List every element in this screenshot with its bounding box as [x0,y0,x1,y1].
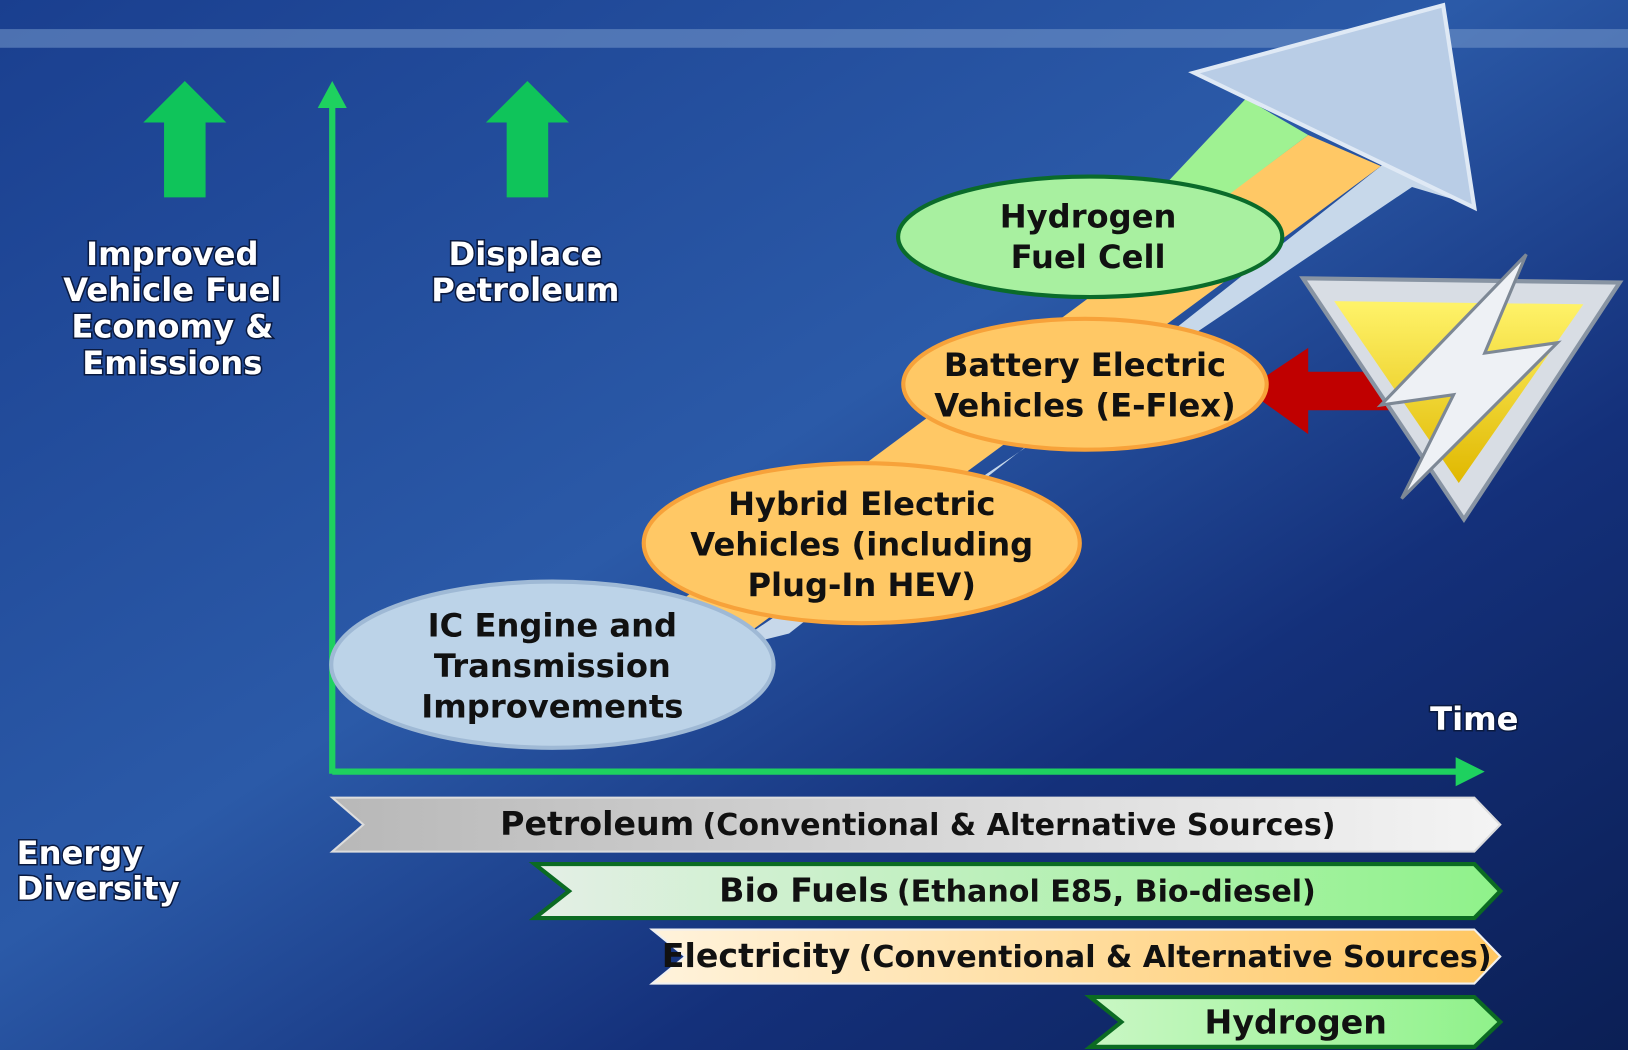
stage-label: Hydrogen Fuel Cell [1000,197,1177,276]
text-line: Economy & [71,308,273,346]
source-detail: (Conventional & Alternative Sources) [703,808,1336,843]
text-line: Plug-In HEV) [747,566,976,604]
energy-bar [329,796,1502,853]
up-arrows [143,81,569,198]
text-line: Diversity [17,869,180,907]
text-line: Battery Electric [944,346,1226,384]
top-band [0,29,1628,48]
text-line: Vehicles (E-Flex) [934,386,1236,424]
text-line: Improved [86,235,258,273]
source-detail: (Conventional & Alternative Sources) [859,940,1492,975]
text-line: Hybrid Electric [728,485,995,523]
text-line: IC Engine and [428,607,677,645]
source-name: Petroleum [500,804,694,843]
goal-label: Improved Vehicle Fuel Economy & Emissions [63,235,281,382]
stage-label: IC Engine and Transmission Improvements [421,607,683,726]
electric-badge [1245,253,1624,524]
energy-label: Energy Diversity [17,834,180,907]
text-line: Vehicle Fuel [63,271,281,309]
energy-bar [649,928,1502,985]
source-name: Hydrogen [1205,1002,1387,1041]
text-line: Petroleum [431,271,619,309]
energy-bar [528,862,1504,921]
energy-bar [1084,994,1504,1049]
stage-ellipse [901,316,1269,452]
energy-source: Electricity (Conventional & Alternative S… [662,936,1492,975]
source-name: Electricity [662,936,851,975]
source-name: Bio Fuels [719,870,888,909]
text-line: Transmission [434,647,671,685]
energy-source: Petroleum (Conventional & Alternative Sou… [500,804,1335,843]
text-line: Improvements [421,688,683,726]
stage-ellipse [896,174,1285,300]
text-line: Hydrogen [1000,197,1177,235]
stage-ellipse [329,579,776,750]
source-detail: (Ethanol E85, Bio-diesel) [897,874,1316,909]
text-line: Displace [449,235,603,273]
axis-label: Time [1430,700,1518,738]
text-line: Fuel Cell [1011,238,1166,276]
stage-label: Battery Electric Vehicles (E-Flex) [934,346,1236,425]
stage-label: Hybrid Electric Vehicles (including Plug-I… [690,485,1033,604]
energy-source: Bio Fuels (Ethanol E85, Bio-diesel) [719,870,1316,909]
text-line: Energy [17,834,144,872]
text-line: Vehicles (including [690,526,1033,564]
text-line: Emissions [82,344,262,382]
goal-label: Displace Petroleum [431,235,619,309]
stage-ellipse [641,461,1082,626]
energy-source: Hydrogen [1205,1002,1387,1041]
